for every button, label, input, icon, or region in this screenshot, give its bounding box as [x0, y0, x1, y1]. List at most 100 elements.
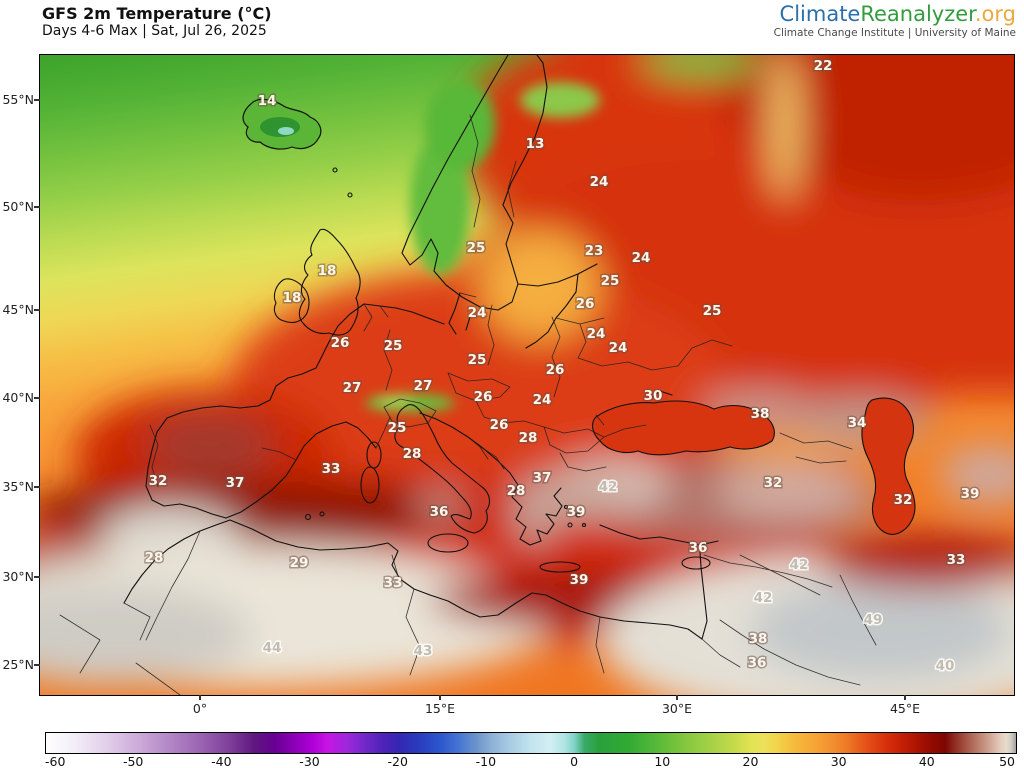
brand-wordmark: ClimateReanalyzer.org: [774, 2, 1016, 26]
colorbar-tick-label: 10: [654, 754, 671, 768]
temp-value-label: 38: [751, 406, 770, 422]
lon-axis-tick: [676, 695, 678, 700]
temp-value-label: 25: [467, 240, 486, 256]
temp-value-label: 44: [263, 640, 282, 656]
temp-value-label: 43: [414, 643, 433, 659]
temp-value-label: 27: [414, 378, 433, 394]
lat-axis-tick: [34, 206, 40, 208]
temp-value-label: 25: [703, 303, 722, 319]
temperature-field-blobs: [40, 55, 1014, 695]
lat-axis-label: 35°N: [2, 479, 34, 494]
temp-value-label: 23: [585, 243, 604, 259]
iceland: [242, 98, 322, 150]
lon-axis-label: 0°: [192, 701, 208, 716]
temperature-map: 22 14 13 24 25 23 24 25 26 25 18 18 26 25 24 24 24 25 26 27…: [39, 54, 1015, 696]
temp-value-label: 22: [814, 58, 833, 74]
temp-value-label: 36: [689, 540, 708, 556]
temp-value-label: 28: [145, 550, 164, 566]
colorbar-ticks: -60 -50 -40 -30 -20 -10 0 10 20 30 40 50: [45, 754, 1015, 768]
terrain-detail-blobs: [365, 80, 600, 412]
page-title: GFS 2m Temperature (°C): [42, 4, 272, 23]
temp-value-label: 26: [546, 362, 565, 378]
temp-value-label: 33: [322, 461, 341, 477]
temp-value-label: 24: [632, 250, 651, 266]
temp-value-label: 34: [848, 415, 867, 431]
brand-tagline: Climate Change Institute | University of…: [773, 27, 1016, 39]
lon-axis-tick: [199, 695, 201, 700]
temp-value-label: 25: [388, 420, 407, 436]
colorbar-tick-label: -30: [299, 754, 320, 768]
temp-value-label: 39: [570, 572, 589, 588]
temp-value-label: 24: [468, 305, 487, 321]
page-subtitle: Days 4-6 Max | Sat, Jul 26, 2025: [42, 23, 267, 39]
lat-axis-label: 50°N: [2, 199, 34, 214]
colorbar-tick-label: 50: [999, 754, 1015, 768]
temp-value-label: 25: [601, 273, 620, 289]
temp-value-label: 25: [468, 352, 487, 368]
temp-value-label: 42: [790, 557, 809, 573]
colorbar-tick-label: -20: [387, 754, 408, 768]
temp-value-label: 28: [519, 430, 538, 446]
lat-axis-label: 25°N: [2, 657, 34, 672]
temp-value-label: 40: [936, 658, 955, 674]
caspian-sea: [861, 397, 916, 535]
lat-axis-label: 55°N: [2, 92, 34, 107]
temp-value-label: 26: [331, 335, 350, 351]
temp-value-label: 42: [599, 479, 618, 495]
temp-value-label: 18: [283, 290, 302, 306]
temp-value-label: 24: [609, 340, 628, 356]
temp-value-label: 25: [384, 338, 403, 354]
coastlines: [123, 55, 719, 640]
temp-value-label: 36: [430, 504, 449, 520]
lat-axis-tick: [34, 99, 40, 101]
colorbar-tick-label: -10: [475, 754, 497, 768]
temp-value-label: 28: [403, 446, 422, 462]
temp-value-label: 24: [590, 174, 609, 190]
brand-part: Reanalyzer: [860, 2, 975, 26]
temp-value-label: 49: [864, 612, 883, 628]
temp-value-label: 32: [149, 473, 168, 489]
temp-value-label: 42: [754, 590, 773, 606]
colorbar-tick-label: 20: [742, 754, 759, 768]
temp-value-label: 28: [507, 483, 526, 499]
brand-block: ClimateReanalyzer.org Climate Change Ins…: [774, 2, 1016, 39]
brand-part: Climate: [779, 2, 861, 26]
country-borders: [59, 114, 877, 695]
temp-value-label: 36: [748, 655, 767, 671]
lon-axis-tick: [439, 695, 441, 700]
colorbar-tick-label: 0: [570, 754, 579, 768]
colorbar-tick-label: 40: [918, 754, 935, 768]
colorbar-tick-label: 30: [830, 754, 847, 768]
temp-value-label: 37: [226, 475, 245, 491]
temp-value-label: 33: [384, 575, 403, 591]
colorbar-tick-label: -40: [211, 754, 232, 768]
lat-axis-tick: [34, 664, 40, 666]
lat-axis-label: 30°N: [2, 569, 34, 584]
lon-axis-tick: [904, 695, 906, 700]
lon-axis-label: 15°E: [424, 701, 456, 716]
colorbar: [45, 732, 1017, 754]
temp-value-label: 27: [343, 380, 362, 396]
temp-value-label: 13: [526, 136, 545, 152]
black-sea: [591, 400, 775, 456]
colorbar-tick-label: -50: [122, 754, 144, 768]
brand-part: .org: [974, 2, 1016, 26]
temp-value-label: 38: [749, 631, 768, 647]
lat-axis-tick: [34, 486, 40, 488]
lon-axis-label: 30°E: [661, 701, 693, 716]
temp-value-label: 32: [894, 492, 913, 508]
lat-axis-tick: [34, 576, 40, 578]
lat-axis-tick: [34, 397, 40, 399]
lon-axis-label: 45°E: [889, 701, 921, 716]
temp-value-label: 33: [947, 552, 966, 568]
temp-value-label: 30: [644, 388, 663, 404]
temp-value-label: 32: [764, 475, 783, 491]
temp-value-label: 39: [567, 504, 586, 520]
temp-value-label: 24: [587, 326, 606, 342]
colorbar-tick-label: -60: [45, 754, 66, 768]
lat-axis-label: 40°N: [2, 390, 34, 405]
lat-axis-tick: [34, 309, 40, 311]
